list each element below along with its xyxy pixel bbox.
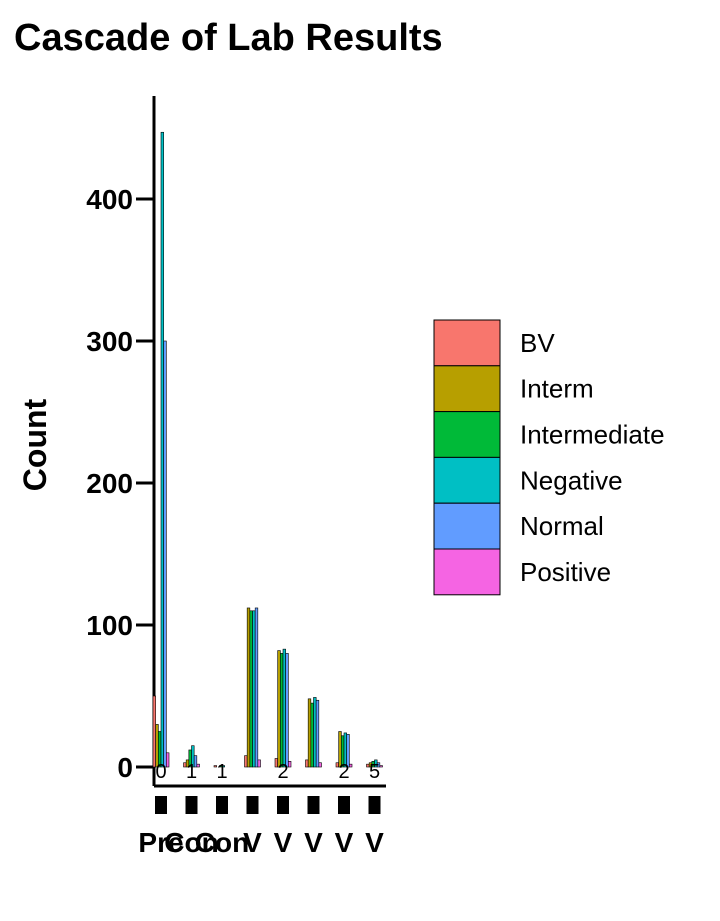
x-tick-label: V <box>365 827 384 858</box>
y-tick-label: 200 <box>86 468 133 499</box>
data-label: 1 <box>186 761 197 783</box>
bar-positive <box>196 763 200 768</box>
bar-positive <box>349 763 353 768</box>
legend-swatch-negative <box>433 456 501 504</box>
bar-interm <box>307 698 312 768</box>
x-tick-label: Con <box>195 827 249 858</box>
bar-interm <box>246 607 251 768</box>
bar-positive <box>288 761 292 768</box>
legend-label-intermediate: Intermediate <box>520 420 665 450</box>
x-tick-mark <box>307 796 320 814</box>
bar-negative <box>160 131 164 768</box>
bar-interm <box>277 650 281 768</box>
y-tick-label: 300 <box>86 326 133 357</box>
bar-normal <box>163 340 167 768</box>
bar-intermediate <box>280 653 284 768</box>
bar-normal <box>285 653 289 768</box>
bar-bv <box>213 765 217 768</box>
legend-swatch-bv <box>433 319 501 367</box>
bar-intermediate <box>249 610 253 768</box>
data-label: 1 <box>216 761 227 783</box>
bar-bv <box>152 695 156 768</box>
legend-label-normal: Normal <box>520 511 604 541</box>
bar-normal <box>346 734 350 768</box>
data-label: 0 <box>155 761 166 783</box>
bar-normal <box>376 762 381 768</box>
chart-title: Cascade of Lab Results <box>14 17 443 59</box>
bar-normal <box>254 607 259 768</box>
bar-positive <box>318 762 322 768</box>
bar-negative <box>252 610 256 768</box>
legend-label-positive: Positive <box>520 557 611 587</box>
data-label: 2 <box>338 761 349 783</box>
bar-bv <box>305 759 309 768</box>
legend-swatch-intermediate <box>433 411 501 458</box>
x-tick-label: V <box>243 827 262 858</box>
bar-positive <box>379 765 383 768</box>
x-tick-mark <box>185 796 198 814</box>
bar-positive <box>257 759 261 768</box>
legend-swatch-interm <box>433 365 501 413</box>
bar-negative <box>313 697 317 768</box>
y-tick-label: 400 <box>86 184 133 215</box>
legend-swatch-positive <box>433 548 501 596</box>
bar-bv <box>244 755 248 768</box>
y-tick-label: 0 <box>117 752 133 783</box>
bar-negative <box>282 648 286 768</box>
legend-swatch-normal <box>433 502 501 550</box>
legend-label-negative: Negative <box>520 465 623 495</box>
bar-intermediate <box>310 702 314 768</box>
y-axis-title: Count <box>17 398 53 491</box>
x-tick-label: V <box>335 827 354 858</box>
x-tick-label: Con <box>164 827 218 858</box>
data-label: 5 <box>369 761 380 783</box>
x-tick-mark <box>368 796 381 814</box>
data-label: 2 <box>277 761 288 783</box>
x-tick-label: V <box>304 827 323 858</box>
y-tick-label: 100 <box>86 610 133 641</box>
bar-negative <box>221 765 225 768</box>
bar-normal <box>193 755 198 768</box>
x-tick-mark <box>246 796 259 814</box>
x-tick-mark <box>277 796 289 814</box>
legend-label-bv: BV <box>520 328 555 358</box>
bar-positive <box>166 752 170 768</box>
x-tick-mark <box>216 796 228 814</box>
legend-label-interm: Interm <box>520 374 594 404</box>
x-tick-label: Pre <box>138 827 183 858</box>
x-tick-label: V <box>274 827 293 858</box>
x-tick-mark <box>338 796 350 814</box>
x-tick-mark <box>155 796 167 814</box>
bar-normal <box>315 699 320 768</box>
